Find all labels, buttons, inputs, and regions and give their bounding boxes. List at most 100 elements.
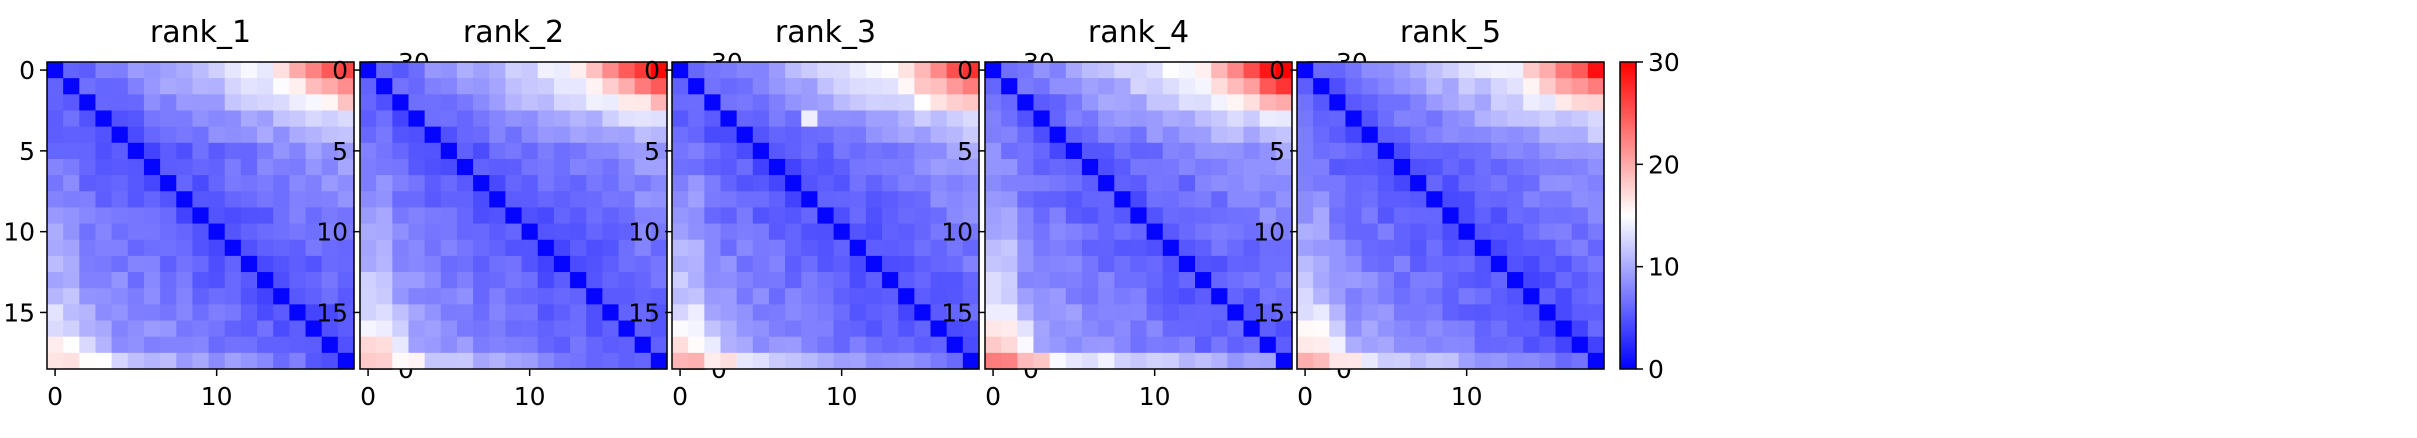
heatmap-cell	[1227, 255, 1245, 273]
heatmap-cell	[1345, 158, 1363, 176]
heatmap-cell	[1081, 255, 1099, 273]
heatmap-cell	[408, 126, 426, 144]
y-tick-label: 15	[3, 298, 35, 327]
heatmap-cell	[1458, 62, 1476, 79]
heatmap-cell	[1178, 255, 1196, 273]
heatmap-cell	[376, 272, 393, 289]
heatmap-cell	[408, 110, 426, 128]
heatmap-cell	[882, 142, 899, 160]
heatmap-cell	[127, 255, 145, 273]
heatmap-cell	[914, 62, 932, 79]
heatmap-cell	[704, 336, 722, 354]
heatmap-cell	[1227, 175, 1245, 192]
heatmap-cell	[376, 255, 393, 273]
heatmap-cell	[1065, 158, 1083, 176]
heatmap-cell	[1377, 255, 1395, 273]
heatmap-cell	[720, 158, 738, 176]
heatmap-cell	[376, 158, 393, 176]
heatmap-cell	[240, 175, 258, 192]
heatmap-cell	[1490, 175, 1508, 192]
heatmap-cell	[1130, 255, 1148, 273]
heatmap-cell	[817, 288, 835, 305]
heatmap-cell	[833, 336, 851, 354]
heatmap-cell	[305, 78, 323, 95]
heatmap-cell	[1539, 320, 1557, 338]
heatmap-cell	[408, 62, 426, 79]
heatmap-cell	[376, 223, 393, 241]
heatmap-cell	[704, 304, 722, 322]
heatmap-cell	[111, 255, 129, 273]
heatmap-cell	[392, 207, 410, 225]
heatmap-cell	[898, 223, 915, 241]
heatmap-cell	[1474, 288, 1492, 305]
heatmap-cell	[1098, 320, 1115, 338]
heatmap-cell	[1426, 175, 1444, 192]
x-tick-label: 10	[514, 382, 546, 411]
heatmap-cell	[176, 288, 194, 305]
heatmap-cell	[337, 175, 355, 192]
heatmap-cell	[337, 110, 355, 128]
heatmap-cell	[570, 78, 587, 95]
heatmap-cell	[553, 288, 571, 305]
heatmap-cell	[1195, 320, 1212, 338]
heatmap-cell	[1195, 255, 1212, 273]
heatmap-cell	[111, 191, 129, 209]
heatmap-cell	[1555, 304, 1573, 322]
heatmap-cell	[1313, 191, 1330, 209]
y-tick-label: 10	[316, 218, 348, 247]
heatmap-cell	[305, 352, 323, 370]
heatmap-cell	[553, 336, 571, 354]
heatmap-cell	[1313, 239, 1330, 257]
heatmap-cell	[553, 320, 571, 338]
heatmap-cell	[176, 126, 194, 144]
heatmap-cell	[882, 272, 899, 289]
heatmap-cell	[305, 126, 323, 144]
heatmap-cell	[456, 94, 474, 112]
heatmap-cell	[865, 78, 883, 95]
heatmap-cell	[1195, 288, 1212, 305]
heatmap-cell	[1426, 223, 1444, 241]
heatmap-cell	[833, 223, 851, 241]
heatmap-cell	[240, 336, 258, 354]
heatmap-cell	[321, 272, 339, 289]
heatmap-cell	[1017, 255, 1035, 273]
heatmap-cell	[1474, 94, 1492, 112]
heatmap-cell	[392, 94, 410, 112]
heatmap-cell	[192, 110, 210, 128]
heatmap-cell	[95, 255, 113, 273]
heatmap-cell	[586, 223, 603, 241]
heatmap-cell	[865, 239, 883, 257]
heatmap-cell	[1178, 94, 1196, 112]
heatmap-cell	[521, 191, 539, 209]
heatmap-cell	[688, 110, 705, 128]
heatmap-cell	[95, 142, 113, 160]
heatmap-cell	[489, 320, 507, 338]
heatmap-cell	[930, 62, 948, 79]
heatmap-cell	[47, 158, 64, 176]
heatmap-cell	[47, 78, 64, 95]
heatmap-cell	[360, 239, 377, 257]
heatmap-cell	[1001, 239, 1018, 257]
heatmap-cell	[650, 320, 668, 338]
heatmap-cell	[672, 336, 689, 354]
heatmap-cell	[1523, 207, 1540, 225]
heatmap-cell	[634, 352, 652, 370]
heatmap-cell	[650, 288, 668, 305]
heatmap-cell	[111, 272, 129, 289]
heatmap-cell	[1490, 158, 1508, 176]
heatmap-cell	[833, 94, 851, 112]
heatmap-cell	[1523, 336, 1540, 354]
heatmap-cell	[946, 239, 964, 257]
heatmap-cell	[160, 126, 177, 144]
heatmap-cell	[1243, 191, 1261, 209]
heatmap-cell	[1539, 158, 1557, 176]
heatmap-cell	[489, 304, 507, 322]
heatmap-cell	[392, 110, 410, 128]
heatmap-cell	[1571, 78, 1589, 95]
heatmap-cell	[537, 223, 555, 241]
heatmap-cell	[1001, 320, 1018, 338]
heatmap-cell	[521, 142, 539, 160]
heatmap-cell	[586, 175, 603, 192]
heatmap-cell	[1377, 336, 1395, 354]
